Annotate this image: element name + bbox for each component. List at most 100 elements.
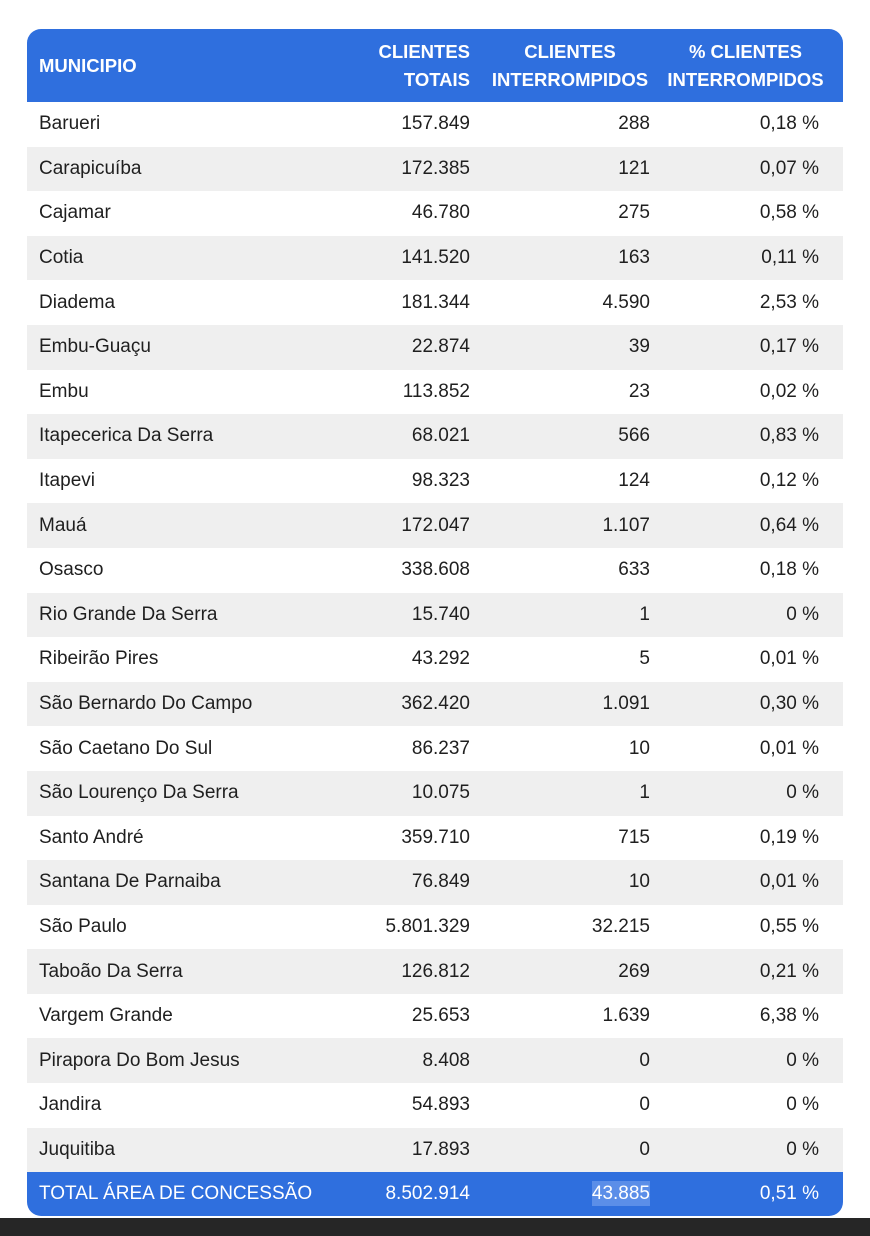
selected-text-highlight[interactable]: 43.885: [591, 1181, 650, 1207]
cell-clientes-interrompidos: 0: [639, 1138, 650, 1160]
cell-clientes-interrompidos: 275: [618, 202, 650, 224]
cell-pct-interrompidos: 2,53 %: [759, 291, 819, 313]
cell-municipio: Osasco: [39, 559, 104, 581]
table-row: São Paulo 5.801.329 32.215 0,55 %: [27, 904, 843, 950]
cell-clientes-interrompidos: 121: [618, 157, 650, 179]
table-row: Vargem Grande 25.653 1.639 6,38 %: [27, 993, 843, 1039]
cell-clientes-totais: 43.292: [411, 648, 470, 670]
table-row: Taboão Da Serra 126.812 269 0,21 %: [27, 949, 843, 994]
cell-clientes-interrompidos: 124: [618, 470, 650, 492]
cell-municipio: Diadema: [39, 291, 116, 313]
cell-clientes-interrompidos: 163: [618, 247, 650, 269]
cell-municipio: Vargem Grande: [39, 1005, 173, 1027]
table-row: Cotia 141.520 163 0,11 %: [27, 235, 843, 281]
cell-clientes-totais: 22.874: [411, 336, 470, 358]
cell-municipio: São Paulo: [39, 915, 127, 937]
cell-pct-interrompidos: 0,07 %: [759, 157, 819, 179]
cell-clientes-totais: 5.801.329: [385, 915, 470, 937]
table-row: Pirapora Do Bom Jesus 8.408 0 0 %: [27, 1038, 843, 1084]
cell-clientes-interrompidos: 0: [639, 1049, 650, 1071]
cell-pct-interrompidos: 0,11 %: [761, 247, 819, 269]
table-row: São Lourenço Da Serra 10.075 1 0 %: [27, 770, 843, 816]
cell-clientes-interrompidos: 1.107: [602, 514, 650, 536]
cell-municipio: São Bernardo Do Campo: [39, 693, 253, 715]
cell-clientes-totais: 359.710: [401, 826, 470, 848]
cell-clientes-interrompidos: 1: [639, 603, 650, 625]
cell-clientes-interrompidos: 39: [628, 336, 650, 358]
cell-municipio: Taboão Da Serra: [39, 960, 183, 982]
header-clientes-interrompidos-line1: CLIENTES: [524, 40, 616, 62]
cell-municipio: Rio Grande Da Serra: [39, 603, 218, 625]
cell-municipio: São Caetano Do Sul: [39, 737, 213, 759]
cell-clientes-interrompidos: 288: [618, 113, 650, 135]
header-clientes-interrompidos-line2: INTERROMPIDOS: [491, 68, 649, 90]
cell-municipio: Pirapora Do Bom Jesus: [39, 1049, 240, 1071]
total-clientes-totais: 8.502.914: [385, 1183, 470, 1205]
total-row: TOTAL ÁREA DE CONCESSÃO 8.502.914 43.885…: [27, 1172, 843, 1217]
cell-clientes-interrompidos: 633: [618, 559, 650, 581]
cell-clientes-totais: 141.520: [401, 247, 470, 269]
cell-pct-interrompidos: 0,58 %: [759, 202, 819, 224]
cell-clientes-totais: 54.893: [411, 1094, 470, 1116]
cell-clientes-totais: 46.780: [411, 202, 470, 224]
table-row: São Caetano Do Sul 86.237 10 0,01 %: [27, 726, 843, 771]
cell-clientes-totais: 15.740: [411, 603, 470, 625]
table-row: Itapecerica Da Serra 68.021 566 0,83 %: [27, 414, 843, 459]
table-row: Diadema 181.344 4.590 2,53 %: [27, 280, 843, 325]
cell-clientes-interrompidos: 1.639: [602, 1005, 650, 1027]
outage-table: MUNICIPIO CLIENTES TOTAIS CLIENTES INTER…: [27, 29, 843, 1217]
cell-pct-interrompidos: 0,83 %: [759, 425, 819, 447]
cell-clientes-totais: 98.323: [411, 470, 470, 492]
cell-pct-interrompidos: 0 %: [786, 1049, 819, 1071]
cell-clientes-totais: 76.849: [411, 871, 470, 893]
table-row: Osasco 338.608 633 0,18 %: [27, 547, 843, 593]
table-header: MUNICIPIO CLIENTES TOTAIS CLIENTES INTER…: [27, 29, 843, 102]
bottom-bar: [0, 1218, 870, 1236]
cell-clientes-totais: 172.385: [401, 157, 470, 179]
table-row: Barueri 157.849 288 0,18 %: [27, 102, 843, 147]
cell-pct-interrompidos: 0,19 %: [759, 826, 819, 848]
table-row: Mauá 172.047 1.107 0,64 %: [27, 503, 843, 548]
cell-municipio: Ribeirão Pires: [39, 648, 159, 670]
cell-clientes-totais: 68.021: [411, 425, 470, 447]
cell-municipio: Cotia: [39, 247, 84, 269]
table-row: Rio Grande Da Serra 15.740 1 0 %: [27, 592, 843, 638]
header-clientes-totais: CLIENTES TOTAIS: [367, 38, 470, 94]
cell-pct-interrompidos: 0,01 %: [759, 648, 819, 670]
cell-clientes-totais: 362.420: [401, 693, 470, 715]
header-pct-interrompidos-line2: INTERROMPIDOS: [667, 68, 824, 90]
cell-municipio: Itapevi: [39, 470, 95, 492]
table-row: Cajamar 46.780 275 0,58 %: [27, 191, 843, 236]
cell-clientes-interrompidos: 715: [618, 826, 650, 848]
cell-municipio: Cajamar: [39, 202, 111, 224]
table-row: Juquitiba 17.893 0 0 %: [27, 1127, 843, 1173]
table-body: Barueri 157.849 288 0,18 % Carapicuíba 172.38…: [27, 102, 843, 1173]
cell-clientes-interrompidos: 0: [639, 1094, 650, 1116]
header-clientes-interrompidos: CLIENTES INTERROMPIDOS: [470, 38, 650, 94]
cell-pct-interrompidos: 0,30 %: [759, 693, 819, 715]
cell-municipio: Santana De Parnaiba: [39, 871, 221, 893]
cell-clientes-interrompidos: 10: [628, 737, 650, 759]
table-row: São Bernardo Do Campo 362.420 1.091 0,30 %: [27, 681, 843, 727]
cell-pct-interrompidos: 0,18 %: [759, 113, 819, 135]
cell-municipio: Jandira: [39, 1094, 102, 1116]
cell-clientes-interrompidos: 32.215: [591, 915, 650, 937]
cell-pct-interrompidos: 0 %: [786, 1138, 819, 1160]
cell-clientes-interrompidos: 1: [639, 782, 650, 804]
cell-clientes-interrompidos: 10: [628, 871, 650, 893]
cell-clientes-totais: 181.344: [401, 291, 470, 313]
table-row: Santo André 359.710 715 0,19 %: [27, 815, 843, 861]
cell-clientes-totais: 25.653: [411, 1005, 470, 1027]
cell-clientes-totais: 113.852: [402, 380, 470, 402]
table-row: Ribeirão Pires 43.292 5 0,01 %: [27, 637, 843, 682]
cell-pct-interrompidos: 0,18 %: [759, 559, 819, 581]
cell-pct-interrompidos: 0 %: [786, 1094, 819, 1116]
cell-pct-interrompidos: 0 %: [786, 603, 819, 625]
table-row: Santana De Parnaiba 76.849 10 0,01 %: [27, 860, 843, 905]
table-row: Embu-Guaçu 22.874 39 0,17 %: [27, 324, 843, 370]
header-municipio: MUNICIPIO: [39, 54, 137, 76]
cell-clientes-interrompidos: 4.590: [602, 291, 650, 313]
table-row: Carapicuíba 172.385 121 0,07 %: [27, 146, 843, 192]
cell-municipio: São Lourenço Da Serra: [39, 782, 239, 804]
